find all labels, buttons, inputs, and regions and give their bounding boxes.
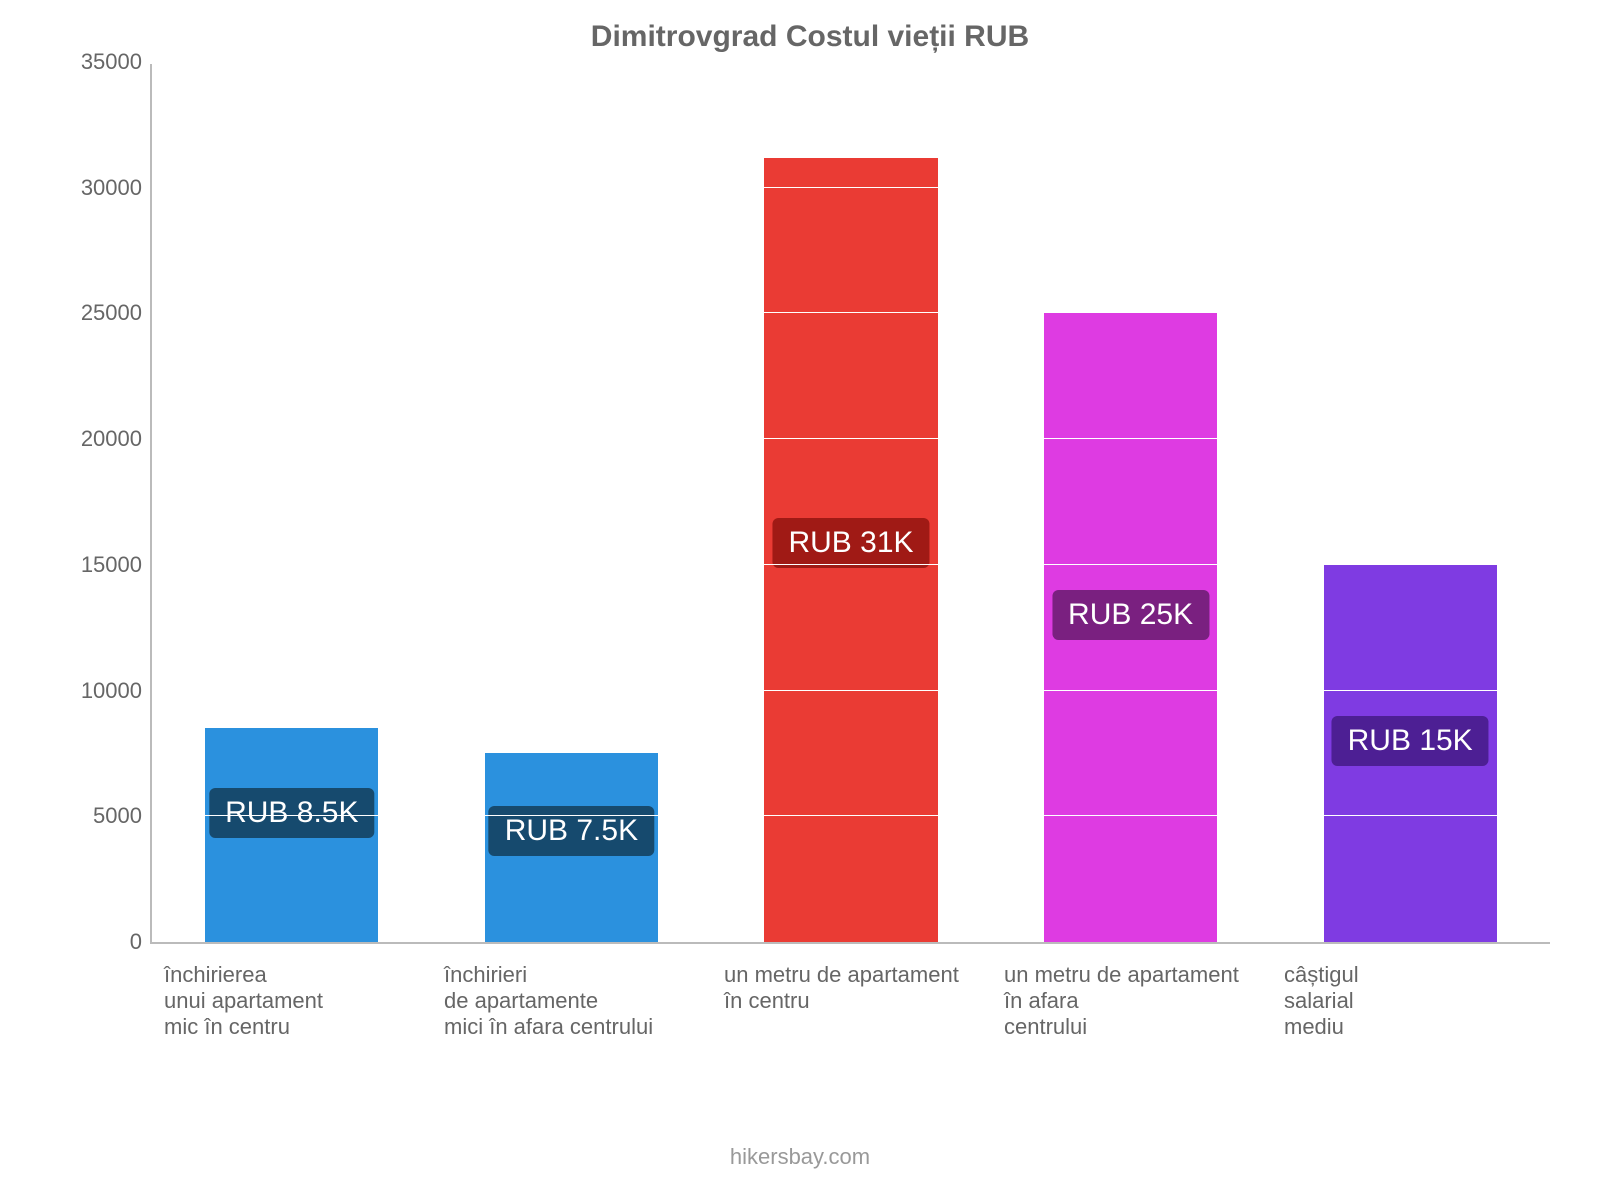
chart-title: Dimitrovgrad Costul vieții RUB bbox=[60, 20, 1560, 54]
bar: RUB 7.5K bbox=[485, 753, 658, 942]
bar-slot: RUB 31K bbox=[711, 64, 991, 942]
value-badge: RUB 7.5K bbox=[489, 806, 654, 856]
x-axis-label: un metru de apartament în centru bbox=[710, 944, 990, 1040]
bar: RUB 15K bbox=[1324, 565, 1497, 942]
value-badge: RUB 25K bbox=[1052, 590, 1209, 640]
bar: RUB 25K bbox=[1044, 313, 1217, 942]
y-tick-label: 0 bbox=[62, 929, 142, 955]
gridline bbox=[152, 815, 1550, 816]
y-tick-label: 10000 bbox=[62, 678, 142, 704]
gridline bbox=[152, 187, 1550, 188]
bar-slot: RUB 7.5K bbox=[432, 64, 712, 942]
bar-slot: RUB 8.5K bbox=[152, 64, 432, 942]
gridline bbox=[152, 312, 1550, 313]
y-tick-label: 15000 bbox=[62, 552, 142, 578]
bar-slot: RUB 15K bbox=[1270, 64, 1550, 942]
bars-group: RUB 8.5K RUB 7.5K RUB 31K RUB 25K RUB 15K bbox=[152, 64, 1550, 942]
y-tick-label: 25000 bbox=[62, 300, 142, 326]
y-tick-label: 5000 bbox=[62, 803, 142, 829]
gridline bbox=[152, 438, 1550, 439]
bar-slot: RUB 25K bbox=[991, 64, 1271, 942]
x-axis-label: un metru de apartament în afara centrulu… bbox=[990, 944, 1270, 1040]
gridline bbox=[152, 690, 1550, 691]
y-tick-label: 30000 bbox=[62, 175, 142, 201]
chart-container: Dimitrovgrad Costul vieții RUB RUB 8.5KR… bbox=[60, 20, 1560, 1120]
plot-area: RUB 8.5KRUB 7.5KRUB 31KRUB 25KRUB 15K 05… bbox=[150, 64, 1550, 944]
y-tick-label: 35000 bbox=[62, 49, 142, 75]
value-badge: RUB 8.5K bbox=[209, 788, 374, 838]
value-badge: RUB 31K bbox=[772, 518, 929, 568]
gridline bbox=[152, 61, 1550, 62]
x-axis-label: închirieri de apartamente mici în afara … bbox=[430, 944, 710, 1040]
footer-attribution: hikersbay.com bbox=[0, 1144, 1600, 1170]
bar: RUB 8.5K bbox=[205, 728, 378, 942]
x-axis-label: închirierea unui apartament mic în centr… bbox=[150, 944, 430, 1040]
y-tick-label: 20000 bbox=[62, 426, 142, 452]
x-axis-labels: închirierea unui apartament mic în centr… bbox=[150, 944, 1550, 1040]
gridline bbox=[152, 564, 1550, 565]
x-axis-label: câștigul salarial mediu bbox=[1270, 944, 1550, 1040]
value-badge: RUB 15K bbox=[1332, 716, 1489, 766]
bar: RUB 31K bbox=[764, 158, 937, 942]
